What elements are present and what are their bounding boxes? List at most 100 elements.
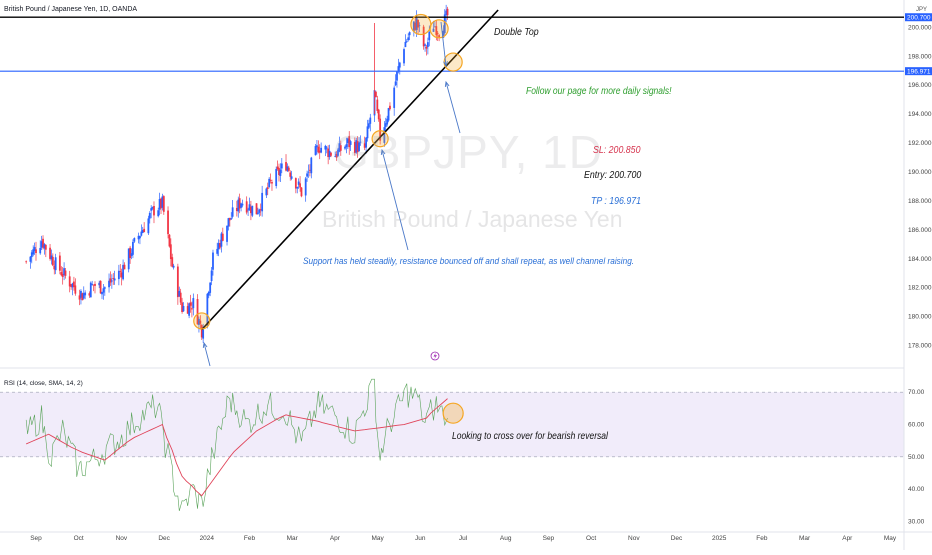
price-tick-label: 190.000 — [908, 169, 932, 176]
candle-body — [212, 252, 214, 270]
support-arrow — [381, 149, 409, 251]
candle-body — [151, 207, 154, 209]
rsi-tick-label: 70.00 — [908, 389, 925, 396]
candle-body — [50, 255, 53, 260]
candle-body — [120, 272, 123, 278]
candle-body — [424, 44, 426, 46]
candle-body — [221, 233, 224, 241]
candle-body — [259, 209, 262, 211]
candle-body — [196, 299, 199, 325]
candle-body — [377, 109, 380, 120]
candle-body — [417, 20, 419, 28]
candle-body — [80, 290, 82, 298]
candle-body — [393, 87, 396, 108]
candle-body — [261, 192, 264, 212]
candle-body — [209, 282, 212, 293]
candle-body — [306, 173, 308, 177]
candle-body — [308, 169, 311, 171]
candle-body — [339, 145, 342, 151]
annotation-entry: Entry: 200.700 — [584, 170, 642, 181]
candle-body — [32, 249, 35, 255]
tp-arrow — [445, 81, 461, 134]
candle-body — [182, 306, 185, 312]
candle-body — [150, 208, 153, 211]
candle-body — [178, 290, 181, 297]
candle-body — [297, 181, 300, 185]
annotation-rsi-note: Looking to cross over for bearish revers… — [452, 431, 608, 442]
candle-body — [345, 144, 348, 148]
candle-body — [49, 247, 51, 259]
low-arrow — [203, 342, 211, 367]
candle-body — [412, 21, 415, 32]
candle-body — [168, 234, 171, 247]
candle-body — [143, 228, 146, 233]
candle-body — [335, 153, 338, 158]
candle-body — [220, 233, 223, 247]
candle-body — [290, 176, 293, 179]
candle-body — [280, 163, 283, 169]
candle-body — [82, 293, 85, 299]
candle-body — [43, 244, 46, 249]
candle-body — [445, 10, 448, 16]
time-tick-label: Nov — [628, 535, 640, 542]
candle-body — [398, 62, 401, 68]
candle-body — [58, 255, 61, 271]
candle-body — [365, 137, 367, 148]
candle-body — [71, 283, 74, 288]
candle-body — [324, 145, 327, 150]
candle-body — [89, 282, 92, 298]
highlight-circle — [410, 13, 432, 36]
candle-body — [425, 46, 428, 49]
candle-body — [98, 282, 101, 286]
candle-body — [129, 247, 132, 259]
candle-body — [269, 179, 272, 181]
rsi-tick-label: 60.00 — [908, 422, 925, 429]
candle-body — [318, 150, 321, 153]
time-tick-label: 2024 — [200, 535, 215, 542]
candle-body — [304, 178, 307, 196]
time-tick-label: Sep — [543, 535, 555, 542]
price-tick-label: 194.000 — [908, 111, 932, 118]
candle-body — [245, 201, 248, 213]
candle-body — [99, 280, 102, 294]
candle-body — [94, 283, 96, 286]
rsi-indicator-label: RSI (14, close, SMA, 14, 2) — [4, 380, 83, 387]
candle-body — [366, 126, 369, 139]
candle-body — [310, 157, 313, 174]
candle-body — [227, 218, 230, 227]
candle-body — [176, 266, 179, 298]
time-tick-label: Oct — [586, 535, 596, 542]
candle-body — [200, 325, 203, 338]
candle-body — [446, 8, 449, 16]
candle-body — [238, 198, 241, 209]
time-tick-label: Sep — [30, 535, 42, 542]
candle-body — [147, 218, 150, 234]
candle-body — [153, 206, 155, 216]
candle-body — [33, 247, 36, 252]
rsi-tick-label: 40.00 — [908, 486, 925, 493]
candle-body — [73, 281, 75, 287]
candle-body — [349, 141, 352, 145]
candle-body — [188, 303, 191, 316]
candle-body — [101, 291, 103, 295]
time-tick-label: Dec — [671, 535, 683, 542]
double-top-arrow — [440, 21, 447, 67]
candle-body — [275, 169, 278, 187]
candle-body — [113, 278, 116, 281]
candle-body — [414, 22, 417, 30]
symbol-title: British Pound / Japanese Yen, 1D, OANDA — [4, 6, 138, 13]
support-arrow-head — [380, 148, 386, 156]
candle-body — [266, 187, 269, 189]
candle-body — [415, 17, 418, 30]
time-tick-label: Mar — [799, 535, 811, 542]
time-tick-label: Feb — [244, 535, 256, 542]
candle-body — [162, 196, 165, 212]
candle-body — [442, 30, 445, 38]
time-tick-label: Mar — [287, 535, 299, 542]
candle-body — [384, 123, 387, 127]
time-tick-label: Oct — [74, 535, 84, 542]
tp-price-tag — [905, 67, 932, 76]
candle-body — [394, 81, 397, 86]
candle-body — [387, 108, 390, 121]
candle-body — [148, 212, 151, 219]
